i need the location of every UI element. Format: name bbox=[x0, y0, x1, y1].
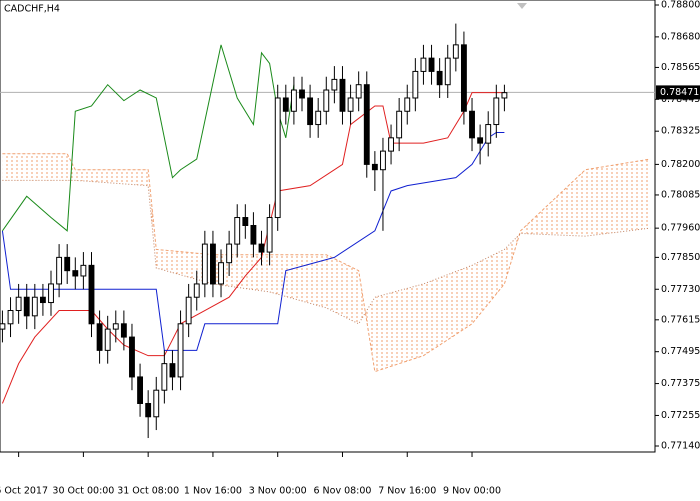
x-tick-label: 6 Nov 08:00 bbox=[313, 486, 371, 497]
candle-body bbox=[185, 296, 192, 325]
candle-body bbox=[48, 283, 54, 304]
candle-body bbox=[396, 110, 403, 139]
y-tick-label: 0.78565 bbox=[661, 62, 700, 73]
y-tick-label: 0.78200 bbox=[661, 159, 700, 170]
x-tick-label: 1 Nov 16:00 bbox=[184, 486, 242, 497]
candle-body bbox=[412, 70, 419, 99]
y-tick-label: 0.77730 bbox=[661, 284, 700, 295]
candle-body bbox=[371, 163, 378, 171]
candle-body bbox=[274, 97, 281, 219]
x-tick-label: 30 Oct 00:00 bbox=[52, 486, 114, 497]
indicator-line bbox=[1, 132, 505, 351]
candle-body bbox=[469, 110, 475, 139]
candle-body bbox=[7, 310, 14, 325]
cloud-fill bbox=[2, 153, 651, 372]
candle-body bbox=[15, 296, 22, 312]
candle-body bbox=[485, 124, 492, 144]
senkou-span-a bbox=[2, 153, 651, 373]
x-tick-label: 26 Oct 2017 bbox=[0, 486, 48, 497]
candle-body bbox=[153, 389, 160, 418]
current-price-box bbox=[656, 85, 700, 100]
y-tick-label: 0.78085 bbox=[661, 189, 700, 200]
candle-body bbox=[436, 70, 443, 86]
candle-body bbox=[177, 323, 184, 378]
y-tick-label: 0.77615 bbox=[661, 314, 700, 325]
candle-body bbox=[282, 97, 289, 112]
y-tick-label: 0.78800 bbox=[661, 0, 700, 11]
candle-body bbox=[315, 110, 322, 126]
candle-body bbox=[290, 89, 297, 112]
candle-body bbox=[210, 243, 216, 285]
candle-body bbox=[64, 256, 71, 272]
candle-body bbox=[104, 328, 111, 351]
y-tick-label: 0.78325 bbox=[661, 126, 700, 137]
x-tick-label: 9 Nov 00:00 bbox=[443, 486, 501, 497]
candle-body bbox=[120, 323, 127, 338]
candle-body bbox=[226, 243, 233, 264]
candle-body bbox=[460, 44, 467, 112]
candle-body bbox=[80, 264, 87, 277]
candle-body bbox=[299, 89, 305, 99]
indicator-line bbox=[2, 44, 295, 232]
y-tick-label: 0.77850 bbox=[661, 252, 700, 263]
candle-body bbox=[380, 150, 386, 171]
candle-body bbox=[339, 78, 346, 112]
candle-body bbox=[169, 363, 176, 378]
candle-body bbox=[266, 217, 273, 253]
x-tick-label: 7 Nov 16:00 bbox=[378, 486, 436, 497]
candle-body bbox=[112, 323, 119, 330]
y-tick-label: 0.77495 bbox=[661, 346, 700, 357]
candle-body bbox=[88, 264, 95, 325]
candle-body bbox=[145, 402, 152, 418]
current-price-label: 0.78471 bbox=[660, 87, 699, 98]
candle-body bbox=[331, 78, 338, 91]
y-tick-label: 0.78680 bbox=[661, 31, 700, 42]
candle-body bbox=[477, 137, 484, 144]
y-tick-label: 0.77960 bbox=[661, 223, 700, 234]
candle-body bbox=[129, 336, 135, 378]
candle-body bbox=[234, 217, 241, 245]
y-tick-label: 0.77255 bbox=[661, 410, 700, 421]
candle-body bbox=[137, 376, 143, 404]
candle-body bbox=[428, 57, 435, 72]
candle-body bbox=[39, 296, 46, 304]
candle-body bbox=[250, 225, 257, 245]
candle-body bbox=[56, 256, 63, 285]
candle-body bbox=[31, 296, 38, 317]
candle-body bbox=[242, 217, 249, 227]
candle-body bbox=[23, 296, 30, 317]
candle-body bbox=[347, 97, 354, 112]
candle-body bbox=[193, 283, 200, 298]
x-tick-label: 31 Oct 08:00 bbox=[117, 486, 179, 497]
candle-body bbox=[363, 84, 370, 165]
candle-body bbox=[388, 137, 394, 152]
candle-body bbox=[404, 97, 411, 112]
shift-marker bbox=[517, 3, 527, 9]
x-tick-label: 3 Nov 00:00 bbox=[249, 486, 307, 497]
candle-body bbox=[0, 323, 6, 330]
chart-title: CADCHF,H4 bbox=[4, 4, 60, 15]
candle-body bbox=[452, 44, 459, 59]
candle-body bbox=[72, 270, 79, 277]
candle-body bbox=[323, 89, 330, 112]
candle-body bbox=[218, 262, 224, 285]
y-tick-label: 0.77375 bbox=[661, 378, 700, 389]
y-tick-label: 0.77140 bbox=[661, 441, 700, 452]
candle-body bbox=[493, 97, 500, 126]
candle-body bbox=[307, 97, 314, 126]
candle-body bbox=[355, 84, 362, 99]
candle-body bbox=[420, 57, 427, 72]
candle-body bbox=[96, 323, 103, 351]
candle-body bbox=[258, 243, 265, 253]
candle-body bbox=[201, 243, 208, 285]
candle-body bbox=[444, 57, 451, 86]
candle-body bbox=[501, 92, 508, 99]
candle-body bbox=[161, 363, 168, 391]
